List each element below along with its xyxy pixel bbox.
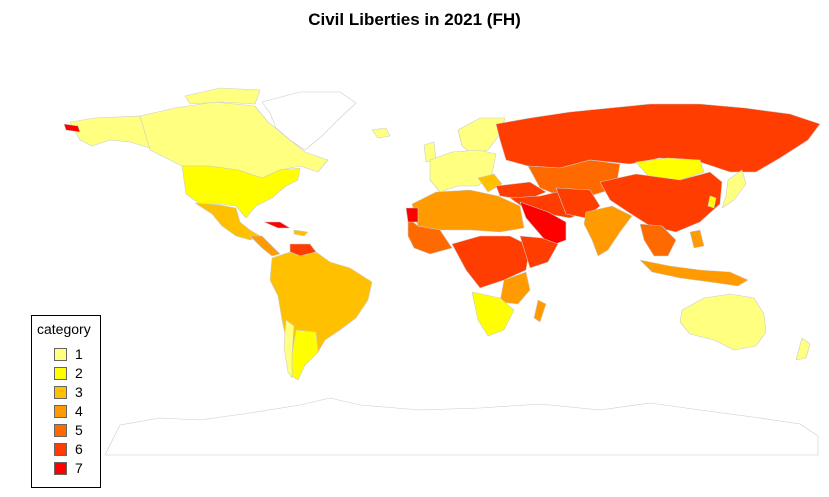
arabia <box>519 201 567 247</box>
legend-swatch <box>54 443 67 456</box>
australia <box>679 293 767 351</box>
alaska-tip <box>63 123 81 133</box>
legend-title: category <box>37 321 91 337</box>
cuba <box>263 221 291 229</box>
chile <box>283 319 295 379</box>
legend-swatch <box>54 367 67 380</box>
map-title: Civil Liberties in 2021 (FH) <box>308 10 521 29</box>
legend-swatch <box>54 424 67 437</box>
legend-label: 4 <box>75 403 83 419</box>
alaska <box>69 115 151 149</box>
country-shapes <box>63 87 821 456</box>
argentina <box>291 329 319 381</box>
south-america <box>269 251 373 379</box>
indonesia <box>639 259 749 287</box>
southern-africa <box>471 291 515 337</box>
iceland <box>371 127 391 139</box>
philippines <box>689 229 705 249</box>
legend-swatch <box>54 462 67 475</box>
india <box>583 205 633 257</box>
legend-label: 5 <box>75 422 83 438</box>
madagascar <box>533 299 547 323</box>
caribbean <box>293 229 309 237</box>
legend-swatch <box>54 405 67 418</box>
usa <box>181 165 301 219</box>
central-africa <box>451 235 531 289</box>
new-zealand <box>795 337 811 361</box>
scandinavia <box>457 117 506 155</box>
west-africa <box>407 217 453 255</box>
horn-africa <box>519 235 559 269</box>
china <box>599 171 723 233</box>
legend-label: 2 <box>75 365 83 381</box>
japan <box>721 169 747 209</box>
central-america <box>249 235 281 257</box>
se-asia <box>639 223 677 257</box>
balkans <box>477 173 503 193</box>
legend-swatch <box>54 348 67 361</box>
legend: category 1 2 3 4 5 6 7 <box>31 315 101 488</box>
legend-label: 1 <box>75 346 83 362</box>
legend-label: 7 <box>75 460 83 476</box>
greenland <box>261 91 357 151</box>
legend-swatch <box>54 386 67 399</box>
western-sahara <box>405 207 419 223</box>
canada-islands <box>184 87 261 105</box>
legend-label: 6 <box>75 441 83 457</box>
korea <box>707 195 717 209</box>
antarctica <box>104 397 819 456</box>
legend-label: 3 <box>75 384 83 400</box>
